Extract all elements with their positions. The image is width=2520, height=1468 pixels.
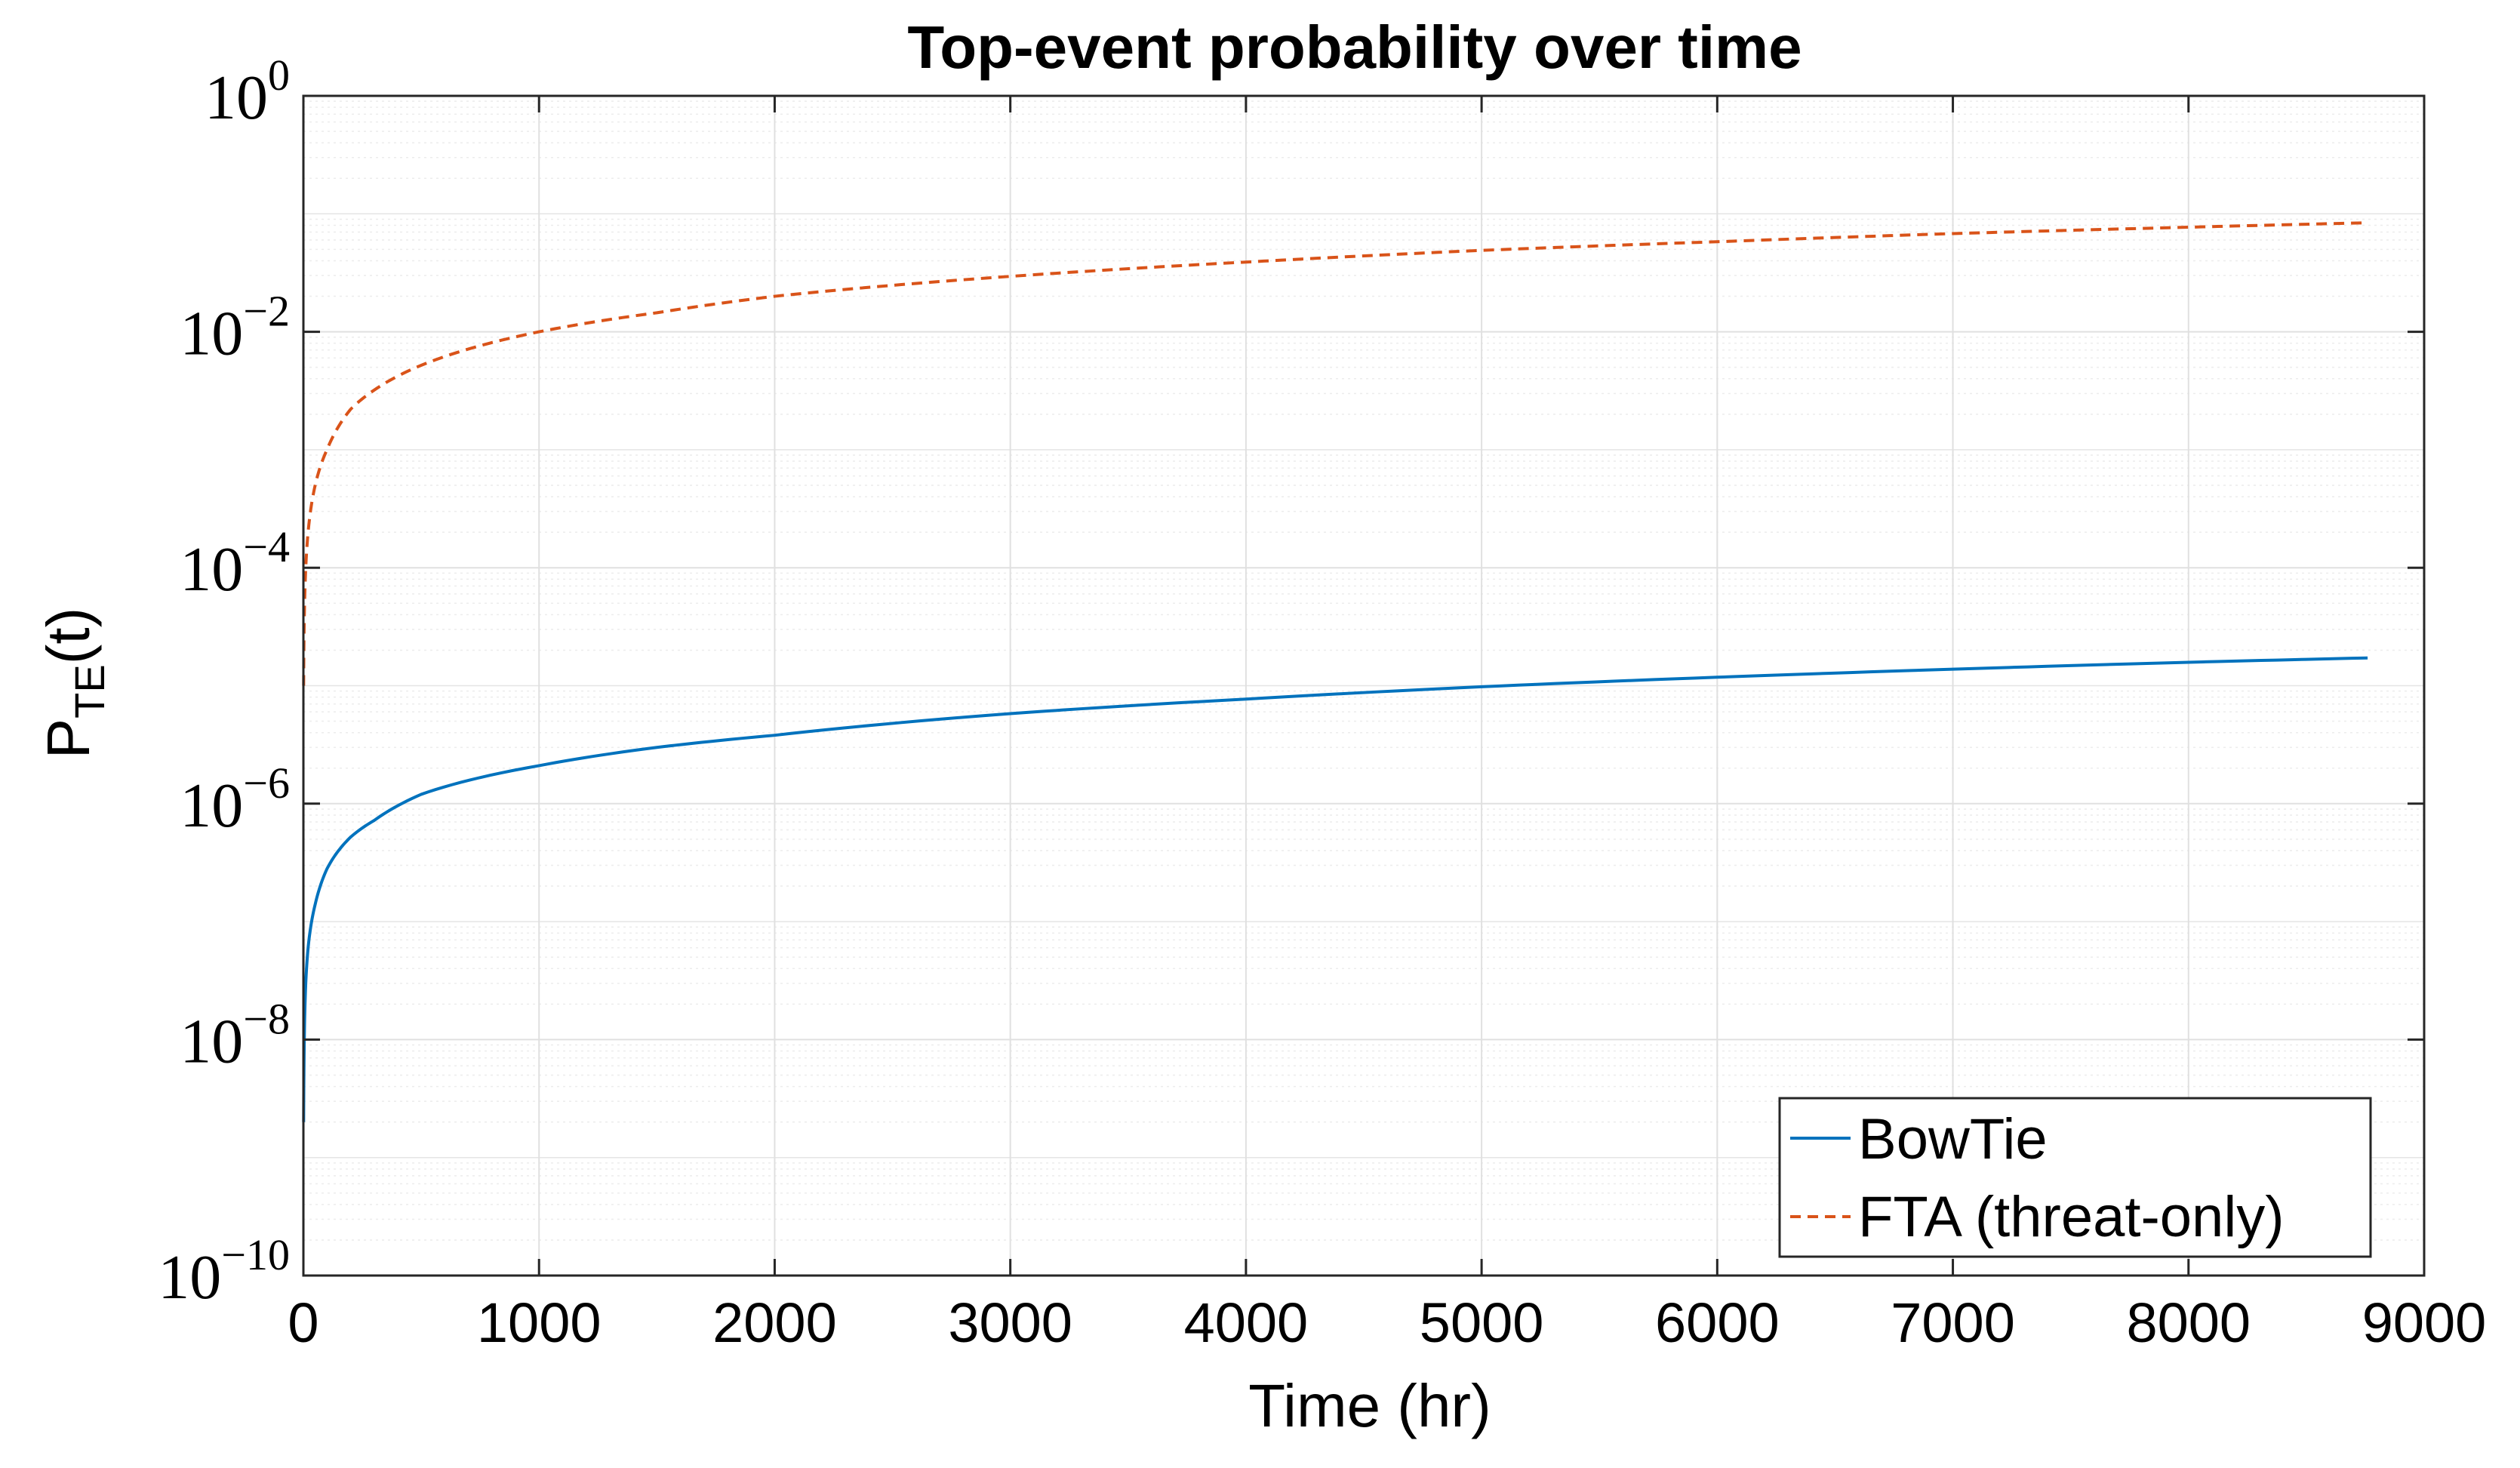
legend-label-bowtie: BowTie	[1858, 1107, 2048, 1171]
x-tick-label: 4000	[1184, 1291, 1309, 1354]
x-tick-label: 0	[288, 1291, 318, 1354]
x-tick-labels: 0 1000 2000 3000 4000 5000 6000 7000 8000 9000	[288, 1291, 2486, 1354]
x-tick-label: 7000	[1891, 1291, 2015, 1354]
legend-label-fta: FTA (threat-only)	[1858, 1185, 2285, 1249]
y-tick-label: 10−8	[180, 994, 290, 1076]
x-tick-label: 5000	[1420, 1291, 1544, 1354]
y-axis-label-suffix: (t)	[35, 608, 102, 665]
y-tick-label: 10−10	[158, 1230, 290, 1313]
x-tick-label: 6000	[1655, 1291, 1780, 1354]
y-tick-label: 10−4	[180, 522, 290, 605]
series-line-fta	[302, 221, 2368, 686]
y-tick-label: 10−6	[180, 759, 290, 841]
x-tick-label: 2000	[712, 1291, 837, 1354]
series-line-bowtie	[302, 656, 2368, 1122]
y-tick-label: 10−2	[180, 287, 290, 369]
x-tick-label: 3000	[948, 1291, 1072, 1354]
y-axis-label-subscript: TE	[66, 664, 113, 719]
legend: BowTie FTA (threat-only)	[1778, 1097, 2372, 1258]
chart-title: Top-event probability over time	[907, 14, 1802, 81]
legend-box	[1778, 1097, 2372, 1258]
x-tick-label: 1000	[477, 1291, 602, 1354]
x-tick-label: 9000	[2362, 1291, 2487, 1354]
x-axis-label: Time (hr)	[1248, 1372, 1491, 1439]
y-tick-labels: 100 10−2 10−4 10−6 10−8 10−10	[158, 51, 290, 1313]
plot-frame	[302, 94, 2426, 1277]
minor-grid	[303, 100, 2424, 1241]
x-tick-label: 8000	[2126, 1291, 2251, 1354]
y-tick-label: 100	[205, 51, 290, 133]
y-axis-label: PTE(t)	[35, 608, 113, 759]
series-layer	[302, 221, 2368, 1122]
y-axis-label-main: P	[35, 719, 102, 759]
tick-marks	[302, 94, 2426, 1277]
